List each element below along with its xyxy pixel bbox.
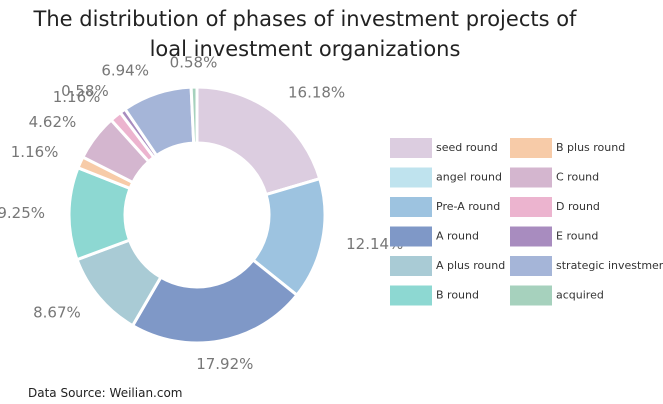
legend-swatch [510,167,552,188]
legend-swatch [390,285,432,306]
slice [195,85,322,197]
legend-label: Pre-A round [436,200,500,213]
value-label: 9.25% [0,204,45,222]
slice [130,257,299,345]
value-label: 12.14% [346,235,403,253]
legend-swatch [510,256,552,276]
legend-label: strategic investment [556,259,663,272]
legend-swatch [390,256,432,276]
legend-label: D round [556,200,600,213]
value-label: 0.58% [61,82,109,100]
legend-label: B round [436,289,479,302]
legend-label: A round [436,230,479,243]
value-label: 0.58% [170,54,218,72]
legend-swatch [510,197,552,217]
legend-swatch [390,226,432,247]
legend-swatch [390,138,432,158]
value-label: 17.92% [196,355,253,373]
value-label: 6.94% [101,61,149,79]
legend-swatch [510,285,552,306]
legend-swatch [390,197,432,217]
legend-label: E round [556,230,598,243]
value-label: 8.67% [33,303,81,321]
legend-label: B plus round [556,141,625,154]
value-label: 16.18% [288,84,345,102]
legend-label: seed round [436,141,498,154]
legend-swatch [510,226,552,247]
slice [189,85,199,145]
legend-label: A plus round [436,259,505,272]
legend-swatch [390,167,432,188]
legend-swatch [510,138,552,158]
legend-label: angel round [436,171,502,184]
value-label: 4.62% [29,113,77,131]
source: Data Source: Weilian.com [28,386,183,400]
chart-title: The distribution of phases of investment… [33,7,577,61]
value-label: 1.16% [11,143,59,161]
value-label: 1.16% [53,88,101,106]
legend-label: acquired [556,289,604,302]
legend-label: C round [556,171,599,184]
